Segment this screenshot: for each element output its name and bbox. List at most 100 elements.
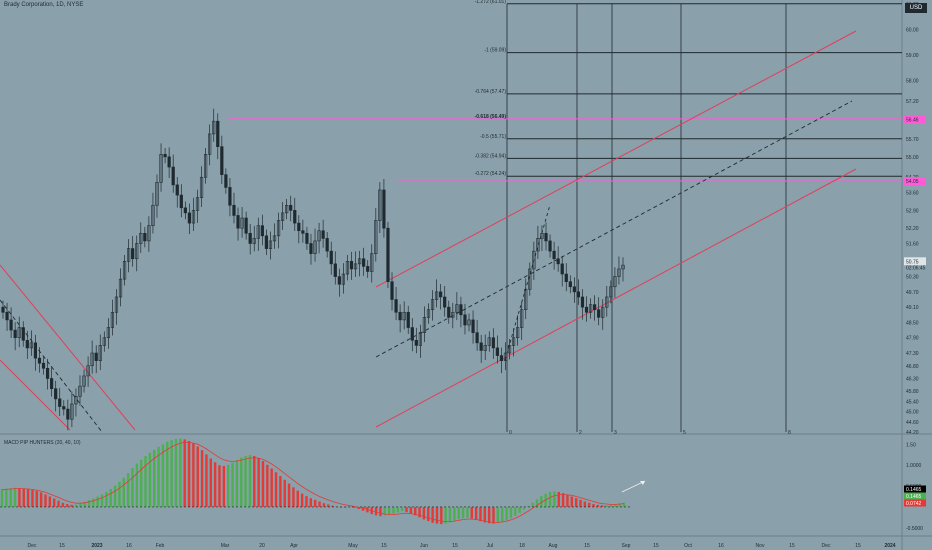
time-tick-label: 15 [855, 543, 861, 549]
macd-bar [57, 500, 60, 507]
candle [175, 176, 179, 208]
candle [556, 246, 560, 272]
macd-bar [9, 488, 12, 507]
candle-body [516, 327, 520, 339]
macd-bar [187, 441, 191, 507]
macd-bar [531, 502, 534, 507]
macd-bar [157, 446, 160, 507]
macd-bar [44, 494, 47, 507]
candle-body [410, 327, 414, 341]
candle-body [548, 240, 552, 252]
macd-bar [270, 468, 273, 507]
macd-bar [253, 456, 256, 507]
price-tick-label: 44.20 [906, 430, 919, 436]
candle-body [33, 342, 38, 359]
macd-value-tag [904, 499, 926, 507]
currency-badge[interactable]: USD [905, 3, 927, 13]
candle [248, 223, 252, 255]
macd-bar [13, 487, 17, 507]
candle-body [29, 342, 33, 349]
candle-body [13, 329, 17, 339]
macd-bar [457, 506, 460, 520]
candle-body [151, 204, 155, 226]
fib-level-label: -0.272 (54.24) [475, 171, 507, 177]
candle [86, 356, 90, 387]
price-tick-label: 47.90 [906, 336, 919, 342]
candle [329, 241, 333, 275]
macd-bar [261, 461, 265, 507]
candle-body [171, 166, 175, 186]
candle-body [216, 120, 220, 147]
candle-body [167, 156, 171, 168]
macd-bar [522, 506, 526, 510]
macd-bar [313, 499, 317, 507]
macd-bar [579, 499, 582, 507]
candle-body [139, 232, 143, 244]
candle-body [605, 296, 609, 308]
candle [507, 339, 512, 360]
macd-bar [109, 489, 112, 507]
candle-body [520, 309, 524, 328]
macd-bar [535, 499, 539, 507]
macd-bar [300, 493, 304, 507]
candle [171, 154, 175, 193]
macd-bar [39, 492, 43, 507]
candle-body [511, 337, 516, 346]
candle [426, 303, 431, 324]
macd-bar [296, 490, 299, 507]
candle-body [78, 385, 82, 397]
candle-body [418, 332, 422, 346]
candle-body [1, 306, 5, 313]
time-tick-label: Feb [156, 543, 165, 549]
time-tick-label: 2023 [91, 543, 102, 549]
candle [179, 184, 183, 218]
time-tick-label: 15 [452, 543, 458, 549]
price-tick-label: 45.00 [906, 410, 919, 416]
macd-bar [387, 506, 391, 515]
candle [443, 286, 447, 317]
fib-level-label: -0.618 (56.49) [475, 114, 507, 120]
macd-bar [574, 498, 578, 507]
candle [406, 305, 410, 334]
candle [503, 342, 508, 371]
candle [41, 356, 46, 375]
macd-bar [292, 487, 295, 507]
macd-bar [139, 459, 143, 507]
macd-bar [92, 498, 95, 507]
macd-bar [518, 506, 521, 513]
macd-bar [557, 491, 560, 507]
macd-bar [501, 506, 504, 522]
macd-bar [35, 491, 38, 507]
candle-body [609, 286, 613, 298]
candle [268, 231, 273, 260]
candle [90, 340, 94, 374]
macd-bar [400, 506, 404, 512]
candle-body [208, 133, 212, 155]
candle-body [588, 304, 593, 313]
candle [467, 313, 471, 332]
candle-body [285, 204, 289, 214]
candle [580, 289, 585, 320]
candle-body [544, 232, 548, 242]
candle-body [593, 304, 597, 311]
candle-body [264, 235, 268, 249]
macd-bar [226, 464, 230, 507]
macd-bar [479, 506, 482, 522]
candle [94, 345, 98, 374]
time-tick-label: Aug [549, 543, 558, 549]
candle-body [572, 286, 576, 293]
candle [244, 211, 248, 240]
candle [398, 304, 402, 333]
time-tick-label: 15 [381, 543, 387, 549]
macd-bar [466, 506, 469, 518]
price-tick-label: 53.60 [906, 191, 919, 197]
candle [455, 292, 459, 321]
macd-bar [431, 506, 434, 523]
candle-body [345, 261, 350, 275]
macd-bar [405, 506, 408, 512]
candle [297, 215, 301, 244]
candle [325, 232, 329, 258]
candle [236, 207, 240, 241]
candle [418, 324, 422, 358]
